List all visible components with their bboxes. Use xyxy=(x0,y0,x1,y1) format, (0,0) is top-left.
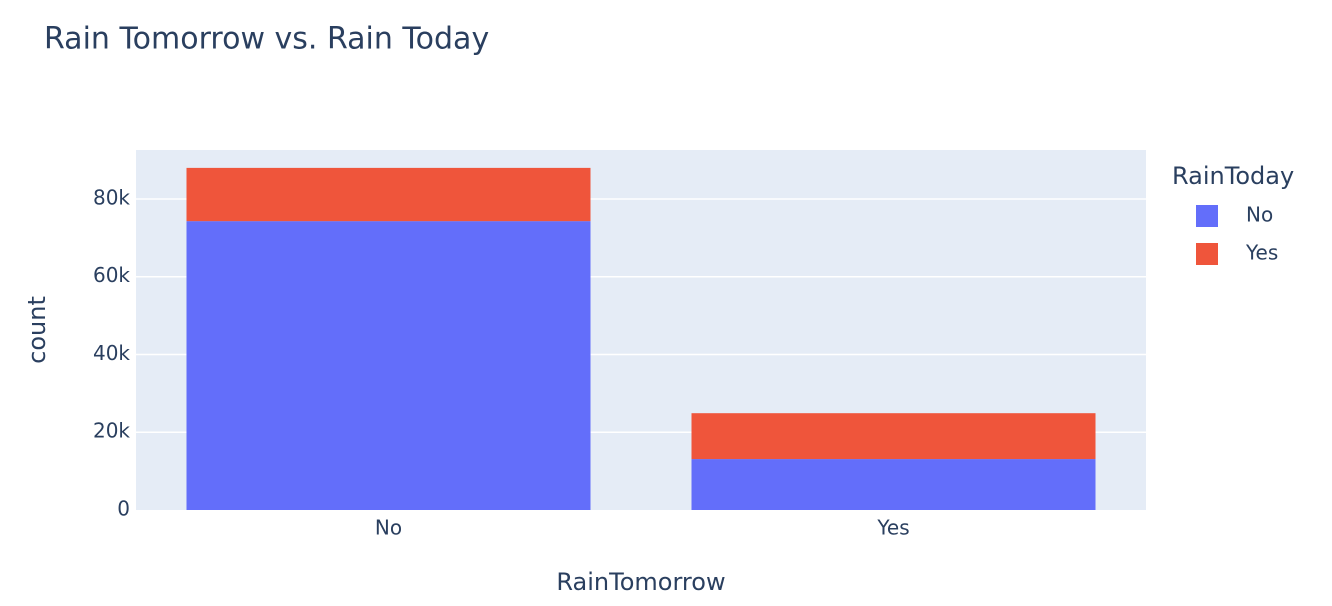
chart-title: Rain Tomorrow vs. Rain Today xyxy=(44,22,489,57)
bar xyxy=(186,167,591,222)
y-axis-label: count xyxy=(23,296,51,364)
legend-swatch[interactable] xyxy=(1196,243,1218,265)
y-tick-label: 40k xyxy=(93,341,130,365)
legend-label[interactable]: Yes xyxy=(1245,241,1278,265)
bar xyxy=(691,413,1096,460)
x-tick-label: Yes xyxy=(876,516,909,540)
y-tick-label: 20k xyxy=(93,419,130,443)
x-axis-label: RainTomorrow xyxy=(556,568,725,596)
y-tick-label: 80k xyxy=(93,185,130,209)
bar xyxy=(691,459,1096,510)
y-tick-label: 0 xyxy=(117,497,130,521)
x-tick-label: No xyxy=(375,516,402,540)
legend-label[interactable]: No xyxy=(1246,203,1273,227)
bar xyxy=(186,221,591,510)
legend-title: RainToday xyxy=(1172,162,1294,190)
y-tick-label: 60k xyxy=(93,263,130,287)
legend-swatch[interactable] xyxy=(1196,205,1218,227)
